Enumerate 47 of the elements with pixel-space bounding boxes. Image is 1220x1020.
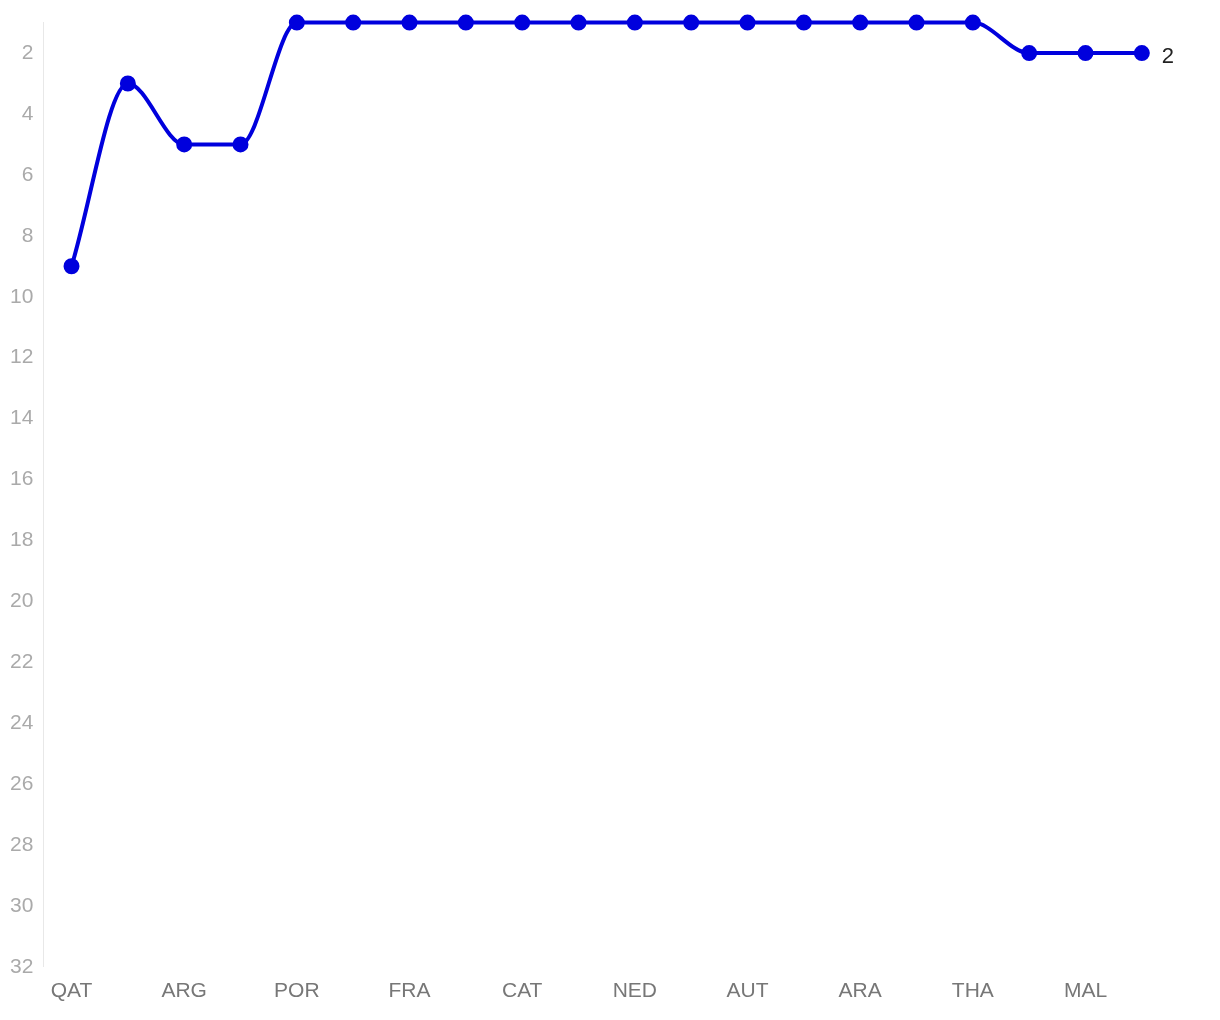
x-tick-label: NED xyxy=(612,978,658,1002)
point xyxy=(63,258,80,275)
y-tick-label: 6 xyxy=(21,161,34,185)
y-tick-label: 18 xyxy=(10,527,34,551)
point xyxy=(176,136,193,153)
y-tick-label: 2 xyxy=(21,39,34,63)
x-tick-label: POR xyxy=(274,978,320,1002)
x-tick-label: FRA xyxy=(388,978,431,1002)
y-tick-label: 24 xyxy=(10,709,34,733)
y-tick-label: 20 xyxy=(10,588,34,612)
y-tick-label: 26 xyxy=(10,770,34,794)
point xyxy=(795,14,812,31)
point xyxy=(1077,45,1094,62)
point xyxy=(514,14,531,31)
y-tick-label: 16 xyxy=(10,466,34,490)
y-tick-label: 10 xyxy=(10,283,34,307)
y-tick-label: 14 xyxy=(10,405,34,429)
y-tick-label: 28 xyxy=(10,831,34,855)
x-tick-label: MAL xyxy=(1063,978,1108,1002)
point xyxy=(288,14,305,31)
point xyxy=(570,14,587,31)
point xyxy=(683,14,700,31)
x-tick-label: QAT xyxy=(50,978,93,1002)
y-tick-label: 32 xyxy=(10,953,34,977)
point xyxy=(1021,45,1038,62)
point xyxy=(852,14,869,31)
y-tick-label: 8 xyxy=(21,222,34,246)
x-tick-label: CAT xyxy=(501,978,543,1002)
point xyxy=(626,14,643,31)
point xyxy=(964,14,981,31)
x-tick-label: ARA xyxy=(838,978,882,1002)
x-tick-label: ARG xyxy=(161,978,207,1002)
y-tick-label: 22 xyxy=(10,649,34,673)
x-tick-label: THA xyxy=(951,978,994,1002)
y-tick-label: 12 xyxy=(10,344,34,368)
point xyxy=(908,14,925,31)
point xyxy=(457,14,474,31)
x-tick-label: AUT xyxy=(726,978,769,1002)
point xyxy=(739,14,756,31)
point xyxy=(232,136,249,153)
point xyxy=(119,75,136,92)
point xyxy=(1133,45,1150,62)
point xyxy=(401,14,418,31)
y-tick-label: 30 xyxy=(10,892,34,916)
point xyxy=(345,14,362,31)
data-label: 2 xyxy=(1161,43,1175,69)
y-tick-label: 4 xyxy=(21,100,34,124)
